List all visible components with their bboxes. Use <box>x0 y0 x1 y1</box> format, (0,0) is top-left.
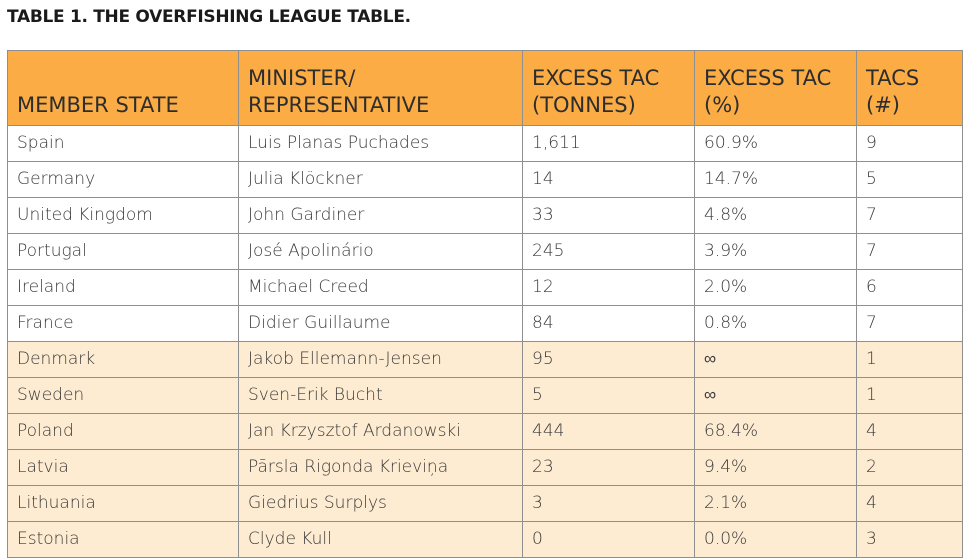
minister-cell: Jan Krzysztof Ardanowski <box>238 413 523 450</box>
excess-tac-tonnes-cell: 245 <box>522 233 695 270</box>
excess-tac-tonnes-cell: 12 <box>522 269 695 306</box>
member-state-cell: Germany <box>7 161 239 198</box>
excess-tac-tonnes-cell: 33 <box>522 197 695 234</box>
excess-tac-percent-cell: 2.1% <box>694 485 857 522</box>
table-row: Poland Jan Krzysztof Ardanowski 444 68.4% 4 <box>7 413 963 450</box>
minister-cell: Jakob Ellemann-Jensen <box>238 341 523 378</box>
table-title: TABLE 1. THE OVERFISHING LEAGUE TABLE. <box>7 7 411 27</box>
excess-tac-percent-cell: 2.0% <box>694 269 857 306</box>
column-header-excess-tac-tonnes: EXCESS TAC (TONNES) <box>522 50 695 126</box>
excess-tac-tonnes-cell: 444 <box>522 413 695 450</box>
minister-cell: José Apolinário <box>238 233 523 270</box>
header-row: MEMBER STATE MINISTER/ REPRESENTATIVE EX… <box>7 50 963 126</box>
excess-tac-percent-cell: 0.0% <box>694 521 857 558</box>
table-row: Latvia Pārsla Rigonda Krieviņa 23 9.4% 2 <box>7 449 963 486</box>
excess-tac-percent-cell: ∞ <box>694 341 857 378</box>
member-state-cell: Poland <box>7 413 239 450</box>
minister-cell: Julia Klöckner <box>238 161 523 198</box>
table-row: Sweden Sven-Erik Bucht 5 ∞ 1 <box>7 377 963 414</box>
member-state-cell: Ireland <box>7 269 239 306</box>
minister-cell: Giedrius Surplys <box>238 485 523 522</box>
excess-tac-percent-cell: 68.4% <box>694 413 857 450</box>
table-row: France Didier Guillaume 84 0.8% 7 <box>7 305 963 342</box>
tacs-count-cell: 4 <box>856 413 963 450</box>
table-row: Lithuania Giedrius Surplys 3 2.1% 4 <box>7 485 963 522</box>
table-row: Denmark Jakob Ellemann-Jensen 95 ∞ 1 <box>7 341 963 378</box>
column-header-excess-tac-percent: EXCESS TAC (%) <box>694 50 857 126</box>
minister-cell: Pārsla Rigonda Krieviņa <box>238 449 523 486</box>
excess-tac-tonnes-cell: 84 <box>522 305 695 342</box>
member-state-cell: France <box>7 305 239 342</box>
excess-tac-tonnes-cell: 23 <box>522 449 695 486</box>
minister-cell: John Gardiner <box>238 197 523 234</box>
excess-tac-tonnes-cell: 3 <box>522 485 695 522</box>
member-state-cell: Estonia <box>7 521 239 558</box>
table-body: Spain Luis Planas Puchades 1,611 60.9% 9 Germ… <box>7 125 963 558</box>
tacs-count-cell: 7 <box>856 305 963 342</box>
member-state-cell: Sweden <box>7 377 239 414</box>
member-state-cell: Lithuania <box>7 485 239 522</box>
excess-tac-percent-cell: 14.7% <box>694 161 857 198</box>
column-header-minister: MINISTER/ REPRESENTATIVE <box>238 50 523 126</box>
table-row: Portugal José Apolinário 245 3.9% 7 <box>7 233 963 270</box>
member-state-cell: Spain <box>7 125 239 162</box>
excess-tac-percent-cell: ∞ <box>694 377 857 414</box>
tacs-count-cell: 1 <box>856 377 963 414</box>
tacs-count-cell: 7 <box>856 233 963 270</box>
excess-tac-tonnes-cell: 1,611 <box>522 125 695 162</box>
tacs-count-cell: 2 <box>856 449 963 486</box>
tacs-count-cell: 9 <box>856 125 963 162</box>
member-state-cell: Latvia <box>7 449 239 486</box>
excess-tac-tonnes-cell: 14 <box>522 161 695 198</box>
excess-tac-tonnes-cell: 95 <box>522 341 695 378</box>
column-header-tacs-count: TACS (#) <box>856 50 963 126</box>
tacs-count-cell: 6 <box>856 269 963 306</box>
excess-tac-percent-cell: 60.9% <box>694 125 857 162</box>
excess-tac-tonnes-cell: 0 <box>522 521 695 558</box>
minister-cell: Didier Guillaume <box>238 305 523 342</box>
member-state-cell: Denmark <box>7 341 239 378</box>
table-row: Spain Luis Planas Puchades 1,611 60.9% 9 <box>7 125 963 162</box>
excess-tac-percent-cell: 4.8% <box>694 197 857 234</box>
minister-cell: Clyde Kull <box>238 521 523 558</box>
table-row: Estonia Clyde Kull 0 0.0% 3 <box>7 521 963 558</box>
tacs-count-cell: 1 <box>856 341 963 378</box>
tacs-count-cell: 7 <box>856 197 963 234</box>
minister-cell: Luis Planas Puchades <box>238 125 523 162</box>
overfishing-league-table: MEMBER STATE MINISTER/ REPRESENTATIVE EX… <box>7 50 963 558</box>
minister-cell: Michael Creed <box>238 269 523 306</box>
tacs-count-cell: 4 <box>856 485 963 522</box>
table-row: Ireland Michael Creed 12 2.0% 6 <box>7 269 963 306</box>
excess-tac-percent-cell: 0.8% <box>694 305 857 342</box>
table-row: United Kingdom John Gardiner 33 4.8% 7 <box>7 197 963 234</box>
minister-cell: Sven-Erik Bucht <box>238 377 523 414</box>
excess-tac-percent-cell: 3.9% <box>694 233 857 270</box>
excess-tac-percent-cell: 9.4% <box>694 449 857 486</box>
member-state-cell: Portugal <box>7 233 239 270</box>
member-state-cell: United Kingdom <box>7 197 239 234</box>
tacs-count-cell: 5 <box>856 161 963 198</box>
column-header-member-state: MEMBER STATE <box>7 50 239 126</box>
excess-tac-tonnes-cell: 5 <box>522 377 695 414</box>
tacs-count-cell: 3 <box>856 521 963 558</box>
table-row: Germany Julia Klöckner 14 14.7% 5 <box>7 161 963 198</box>
